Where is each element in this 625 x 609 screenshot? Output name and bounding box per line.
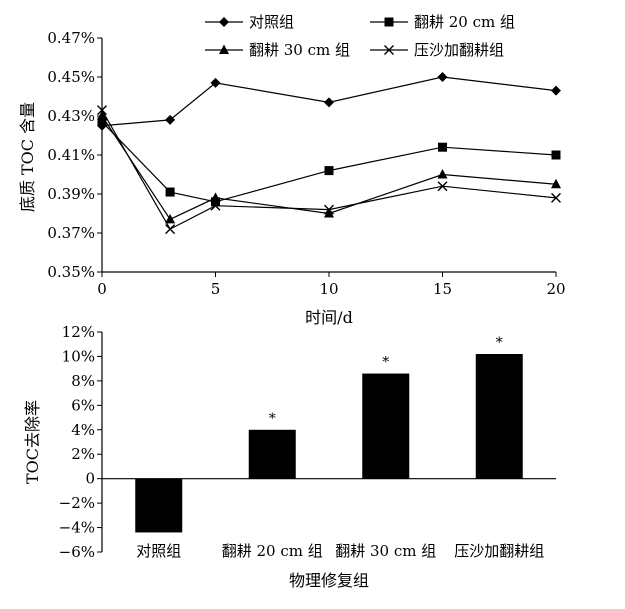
line-series-3-point: [324, 204, 334, 215]
bar-chart-y-tick-label: 12%: [62, 323, 95, 341]
legend-marker-2: [219, 44, 229, 54]
line-series-1-point: [438, 142, 447, 152]
line-series-3-point: [210, 200, 221, 211]
line-series-0-point: [165, 114, 176, 125]
line-series-0-point: [437, 72, 448, 82]
line-series-2-point: [97, 110, 107, 120]
line-series-3-point: [437, 181, 448, 192]
line-series-2-point: [551, 178, 561, 189]
bar-chart-y-tick-label: −2%: [59, 494, 95, 512]
bar-chart-y-tick-label: 6%: [71, 396, 95, 414]
legend-marker-3: [384, 45, 394, 55]
line-series-0-point: [210, 77, 221, 88]
bar-chart-y-tick-label: 2%: [71, 445, 95, 463]
line-series-2-point: [210, 192, 221, 202]
bar-chart-y-tick-label: 10%: [62, 347, 95, 365]
legend-label-1: 翻耕 20 cm 组: [414, 13, 515, 31]
bar-chart-y-tick-label: −6%: [59, 543, 95, 561]
legend-label-0: 对照组: [249, 13, 294, 31]
legend-label-2: 翻耕 30 cm 组: [249, 41, 350, 59]
line-chart-x-tick-label: 15: [433, 280, 452, 298]
bar-category-label-1: 翻耕 20 cm 组: [222, 542, 323, 560]
line-series-3-point: [97, 105, 107, 116]
bar-1-significance: *: [269, 411, 276, 427]
bar-2: [362, 373, 410, 479]
line-series-3-point: [551, 192, 561, 203]
line-series-1-point: [551, 150, 561, 160]
line-chart-x-tick-label: 10: [319, 280, 338, 298]
bar-0: [135, 478, 183, 533]
line-chart-x-axis-title: 时间/d: [305, 308, 353, 327]
line-series-3: [101, 109, 557, 230]
line-chart-y-tick-label: 0.39%: [47, 185, 95, 203]
line-series-1-point: [97, 117, 107, 127]
line-chart-y-tick-label: 0.45%: [47, 68, 95, 86]
line-series-1-point: [324, 166, 334, 176]
legend-marker-0: [219, 17, 229, 27]
line-series-0: [101, 76, 557, 127]
line-chart-y-axis-title: 底质 TOC 含量: [18, 102, 37, 212]
bar-category-label-2: 翻耕 30 cm 组: [335, 542, 436, 560]
bar-chart-y-tick-label: 4%: [71, 421, 95, 439]
bar-chart: 12% 10% 8% 6% 4% 2% 0 −2% −4% −6% 对照组 * 翻耕 20 cm 组 * 翻…: [23, 323, 556, 590]
bar-3: [475, 354, 523, 479]
line-chart-x-tick-label: 20: [546, 280, 565, 298]
line-chart-y-tick-label: 0.37%: [47, 224, 95, 242]
line-series-0-point: [551, 85, 561, 96]
line-chart-y-tick-label: 0.35%: [47, 263, 95, 281]
line-series-0-point: [324, 97, 334, 108]
line-series-2: [101, 115, 557, 221]
line-chart: 0.35% 0.37% 0.39% 0.41% 0.43% 0.45% 0.47% 0 5 10 1…: [18, 13, 566, 327]
line-series-2-point: [324, 208, 334, 218]
line-series-2-point: [165, 213, 176, 224]
bar-category-label-3: 压沙加翻耕组: [454, 542, 544, 560]
bar-chart-y-tick-label: −4%: [59, 519, 95, 537]
line-chart-x-tick-label: 5: [211, 280, 221, 298]
legend-label-3: 压沙加翻耕组: [414, 41, 504, 59]
bar-3-significance: *: [496, 335, 503, 351]
line-chart-y-tick-label: 0.41%: [47, 146, 95, 164]
line-chart-y-tick-label: 0.47%: [47, 29, 95, 47]
line-series-3-point: [165, 224, 176, 235]
line-series-1-point: [165, 187, 175, 197]
bar-chart-y-axis-title: TOC去除率: [23, 400, 42, 484]
line-series-2-point: [437, 169, 448, 179]
line-chart-x-tick-label: 0: [97, 280, 107, 298]
bar-1: [248, 429, 296, 479]
legend-marker-1: [384, 17, 394, 27]
bar-chart-y-tick-label: 0: [85, 470, 95, 488]
bar-chart-y-tick-label: 8%: [71, 372, 95, 390]
bar-chart-x-axis-title: 物理修复组: [289, 571, 369, 590]
bar-category-label-0: 对照组: [136, 542, 181, 560]
line-series-1: [101, 121, 557, 203]
bar-2-significance: *: [382, 355, 389, 371]
line-chart-y-tick-label: 0.43%: [47, 107, 95, 125]
